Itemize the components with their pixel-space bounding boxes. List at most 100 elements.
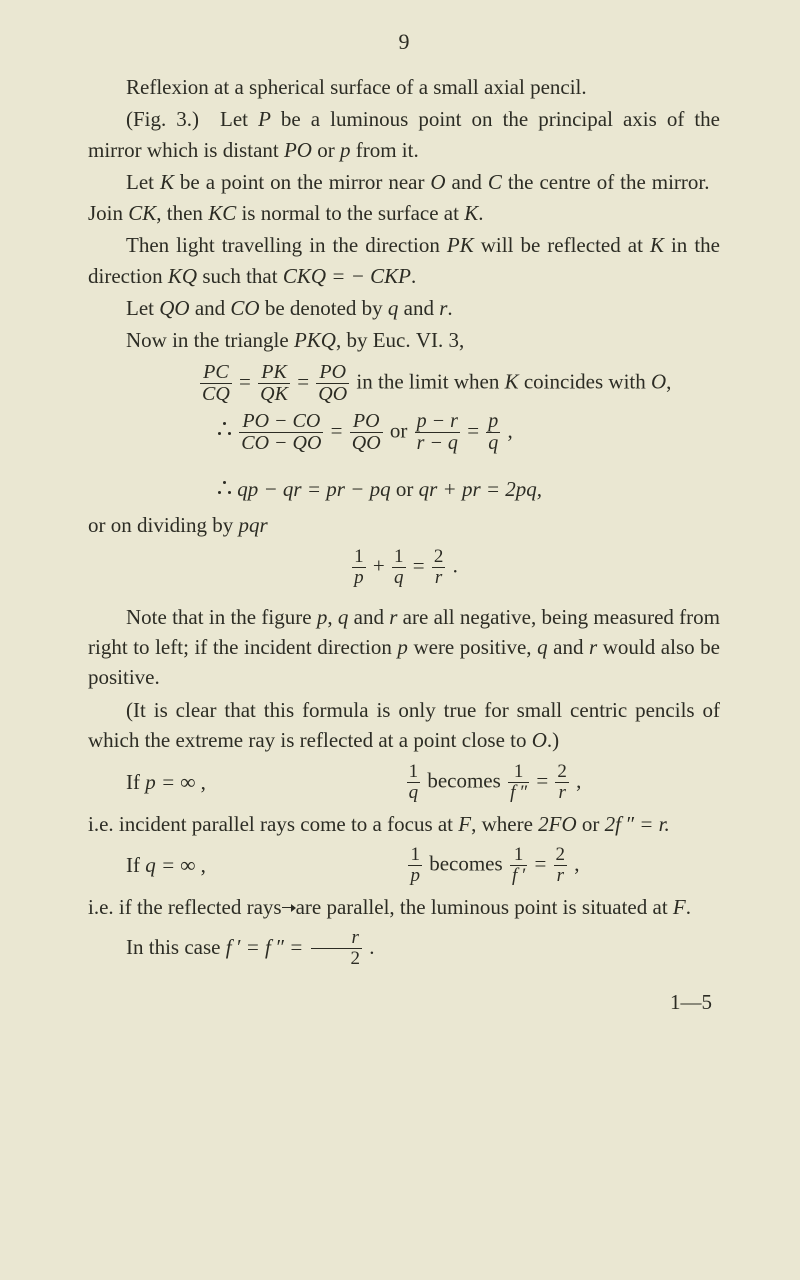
or: or <box>396 477 419 501</box>
den: 2 <box>311 949 363 969</box>
t: , <box>508 418 513 442</box>
frac-a: PO − COCO − QO <box>239 411 323 454</box>
sym-K3: K <box>650 233 664 257</box>
para-inthis: In this case f ′ = f ″ = r2 . <box>88 928 720 969</box>
num: PC <box>200 362 232 384</box>
expr: qp − qr = pr − pq <box>237 477 390 501</box>
sym-QO: QO <box>159 296 189 320</box>
t: are parallel, the luminous point is situ… <box>296 895 673 919</box>
therefore-icon <box>218 422 232 438</box>
t: (Fig. 3.) Let <box>126 107 258 131</box>
sym-pqr: pqr <box>239 513 268 537</box>
signature-mark: 1—5 <box>88 987 720 1017</box>
sym-O: O <box>430 170 445 194</box>
sym-q2: q <box>338 605 349 629</box>
eq-CKQ: CKQ = − CKP <box>283 264 411 288</box>
num: p − r <box>415 411 460 433</box>
t: Note that in the figure <box>126 605 317 629</box>
eq-sign: = <box>536 768 553 792</box>
t: , <box>576 768 581 792</box>
t: , <box>195 853 206 877</box>
den: q <box>486 433 500 454</box>
frac-1p2: 1p <box>408 845 422 886</box>
t: (It is clear that this formula is only t… <box>88 698 720 752</box>
frac-PC-CQ: PCCQ <box>200 362 232 405</box>
sym-O3: O <box>532 728 547 752</box>
t: In this case <box>126 935 226 959</box>
num: PK <box>258 362 290 384</box>
t: , then <box>156 201 208 225</box>
frac-1q: 1q <box>392 547 406 588</box>
num: 1 <box>508 762 529 783</box>
t: be denoted by <box>260 296 388 320</box>
t: , <box>195 770 206 794</box>
t: . <box>453 553 458 577</box>
t: . <box>411 264 416 288</box>
expr-pinf: p = ∞ <box>145 770 195 794</box>
para-now: Now in the triangle PKQ, by Euc. VI. 3, <box>88 325 720 355</box>
para-letQO: Let QO and CO be denoted by q and r. <box>88 293 720 323</box>
frac-1q2: 1q <box>407 762 421 803</box>
sym-p: p <box>340 138 351 162</box>
t: , by Euc. <box>336 328 416 352</box>
den: p <box>408 866 422 886</box>
sym-C: C <box>488 170 502 194</box>
t: becomes <box>427 768 506 792</box>
eq-sign: = <box>467 418 484 442</box>
expr-2fpp: 2f ″ = r. <box>605 812 670 836</box>
t: . <box>447 296 452 320</box>
para-ie1: i.e. incident parallel rays come to a fo… <box>88 809 720 839</box>
t: If <box>126 853 145 877</box>
num: 2 <box>554 845 568 866</box>
num: PO − CO <box>239 411 323 433</box>
sym-P: P <box>258 107 271 131</box>
t: , <box>666 369 671 393</box>
sym-PKQ: PKQ <box>294 328 336 352</box>
t: were positive, <box>408 635 537 659</box>
sym-KQ: KQ <box>168 264 197 288</box>
frac-r2: r2 <box>311 928 363 969</box>
sym-CK: CK <box>128 201 156 225</box>
para-letK: Let K be a point on the mirror near O an… <box>88 167 720 228</box>
num: 1 <box>352 547 366 568</box>
eq-ifq: If q = ∞ , 1p becomes 1f ′ = 2r , <box>88 845 720 886</box>
den: q <box>392 568 406 588</box>
num: 2 <box>555 762 569 783</box>
frac-1p: 1p <box>352 547 366 588</box>
den: p <box>352 568 366 588</box>
or: or <box>390 418 413 442</box>
t: and <box>348 605 389 629</box>
para-ie2: i.e. if the reflected raysare parallel, … <box>88 892 720 922</box>
den: QO <box>350 433 383 454</box>
para-note: Note that in the figure p, q and r are a… <box>88 602 720 693</box>
roman-vi: VI <box>416 328 438 352</box>
den: f ′ <box>510 866 527 886</box>
t: , <box>574 851 579 875</box>
den: r − q <box>415 433 460 454</box>
sym-PK: PK <box>447 233 474 257</box>
t: Let <box>126 296 159 320</box>
num: 1 <box>407 762 421 783</box>
t: or <box>312 138 340 162</box>
den: QK <box>258 384 290 405</box>
t: and <box>398 296 439 320</box>
t: such that <box>197 264 283 288</box>
t: Then light travelling in the direction <box>126 233 447 257</box>
t: is normal to the surface at <box>236 201 464 225</box>
arrow-icon <box>282 903 296 913</box>
frac-PO-QO: POQO <box>316 362 349 405</box>
t: coincides with <box>519 369 651 393</box>
t: or <box>577 812 605 836</box>
frac-c: p − rr − q <box>415 411 460 454</box>
frac-PK-QK: PKQK <box>258 362 290 405</box>
eq-sign: = <box>534 851 551 875</box>
num: PO <box>350 411 383 433</box>
sym-q: q <box>388 296 399 320</box>
page-number: 9 <box>88 26 720 58</box>
den: r <box>554 866 568 886</box>
eq-sign: = <box>297 369 314 393</box>
frac-d: pq <box>486 411 500 454</box>
num: 1 <box>408 845 422 866</box>
plus: + <box>373 553 390 577</box>
t: becomes <box>429 851 508 875</box>
